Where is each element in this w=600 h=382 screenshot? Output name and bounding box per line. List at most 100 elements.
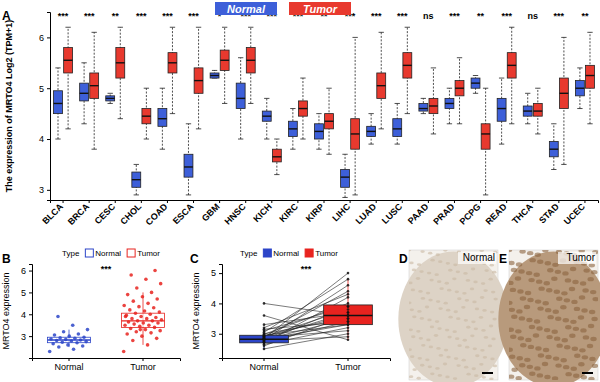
- box: [194, 68, 203, 93]
- median: [236, 98, 245, 99]
- whisker-cap: [238, 139, 243, 140]
- point: [49, 337, 53, 341]
- significance: ***: [449, 11, 460, 21]
- box: [341, 170, 350, 188]
- median: [116, 62, 125, 63]
- box: [168, 53, 177, 73]
- tissue-cell: [420, 317, 424, 320]
- whisker-cap: [561, 37, 566, 38]
- tissue-cell: [588, 377, 594, 380]
- median: [575, 88, 584, 89]
- box: [575, 81, 584, 96]
- x-tick-mark: [193, 200, 194, 203]
- y-tick-mark: [29, 314, 32, 315]
- x-tick: KIRP: [304, 200, 326, 224]
- median: [246, 60, 255, 61]
- whisker-cap: [118, 27, 123, 28]
- x-tick-mark: [480, 200, 481, 203]
- tissue-cell: [472, 367, 476, 370]
- point: [347, 314, 350, 317]
- tissue-cell: [428, 299, 432, 302]
- tissue-cell: [456, 317, 460, 320]
- tissue-cell: [481, 329, 485, 332]
- tissue-cell: [511, 315, 517, 319]
- whisker-cap: [577, 108, 582, 109]
- y-tick: 6: [39, 33, 50, 43]
- point: [139, 315, 143, 319]
- y-tick-label: 4: [21, 310, 26, 320]
- tissue-cell: [493, 298, 497, 301]
- x-axis-line: [33, 359, 181, 362]
- whisker-cap: [196, 27, 201, 28]
- x-tick-mark: [506, 200, 507, 203]
- tissue-cell: [484, 269, 488, 272]
- tissue-cell: [525, 338, 531, 342]
- point: [71, 323, 75, 327]
- tissue-cell: [556, 297, 562, 301]
- point: [122, 304, 126, 308]
- tissue-cell: [418, 290, 422, 293]
- tissue-cell: [443, 250, 447, 252]
- tissue-cell: [590, 290, 596, 294]
- significance: ***: [301, 264, 312, 274]
- median: [549, 148, 558, 149]
- tissue-cell: [481, 282, 485, 285]
- tissue-cell: [509, 301, 513, 305]
- point: [130, 317, 134, 321]
- tissue-cell: [410, 308, 414, 311]
- tissue-cell: [519, 363, 525, 367]
- tissue-cell: [582, 288, 588, 292]
- median: [393, 128, 402, 129]
- tissue-cell: [430, 259, 434, 262]
- x-tick-mark: [167, 200, 168, 203]
- y-tick: 4: [21, 310, 32, 320]
- median: [403, 65, 412, 66]
- legend-label: Normal: [95, 249, 121, 258]
- tissue-cell: [588, 277, 594, 281]
- tissue-cell: [479, 363, 483, 366]
- point: [73, 337, 77, 341]
- whisker-cap: [395, 103, 400, 104]
- tissue-cell: [456, 270, 460, 273]
- x-tick-mark: [454, 200, 455, 203]
- point: [155, 337, 159, 341]
- x-tick-mark: [271, 200, 272, 203]
- plot-area: [48, 269, 165, 353]
- tissue-texture: [509, 250, 598, 380]
- median: [272, 156, 281, 157]
- point: [67, 334, 71, 338]
- y-tick: 5: [211, 268, 222, 278]
- tissue-cell: [571, 300, 577, 304]
- y-tick-label: 4: [39, 134, 44, 144]
- median: [497, 108, 506, 109]
- tissue-cell: [419, 337, 423, 340]
- tissue-cell: [491, 291, 495, 294]
- tissue-cell: [437, 280, 441, 283]
- tissue-cell: [409, 375, 413, 378]
- tissue-cell: [525, 291, 531, 295]
- point: [58, 336, 62, 340]
- tissue-cell: [518, 336, 524, 340]
- point: [159, 282, 163, 286]
- whisker-cap: [144, 139, 149, 140]
- y-tick: 5: [39, 84, 50, 94]
- whisker-cap: [160, 88, 165, 89]
- x-tick-label: LUAD: [353, 201, 378, 226]
- tissue-cell: [572, 347, 578, 351]
- tissue-cell: [490, 311, 494, 314]
- tissue-cell: [471, 320, 475, 323]
- whisker-cap: [134, 194, 139, 195]
- y-axis-line: [29, 265, 33, 359]
- significance: ns: [423, 11, 434, 21]
- tissue-cell: [560, 305, 566, 309]
- x-tick: GBM: [200, 200, 222, 223]
- tissue-cell: [438, 260, 442, 263]
- tissue-cell: [526, 271, 532, 275]
- tissue-cell: [448, 316, 452, 319]
- x-tick-label: Normal: [54, 362, 83, 372]
- whisker-cap: [222, 27, 227, 28]
- tissue-cell: [480, 296, 484, 299]
- point: [347, 272, 350, 275]
- x-tick: LUSC: [380, 200, 405, 226]
- x-tick-mark: [532, 200, 533, 203]
